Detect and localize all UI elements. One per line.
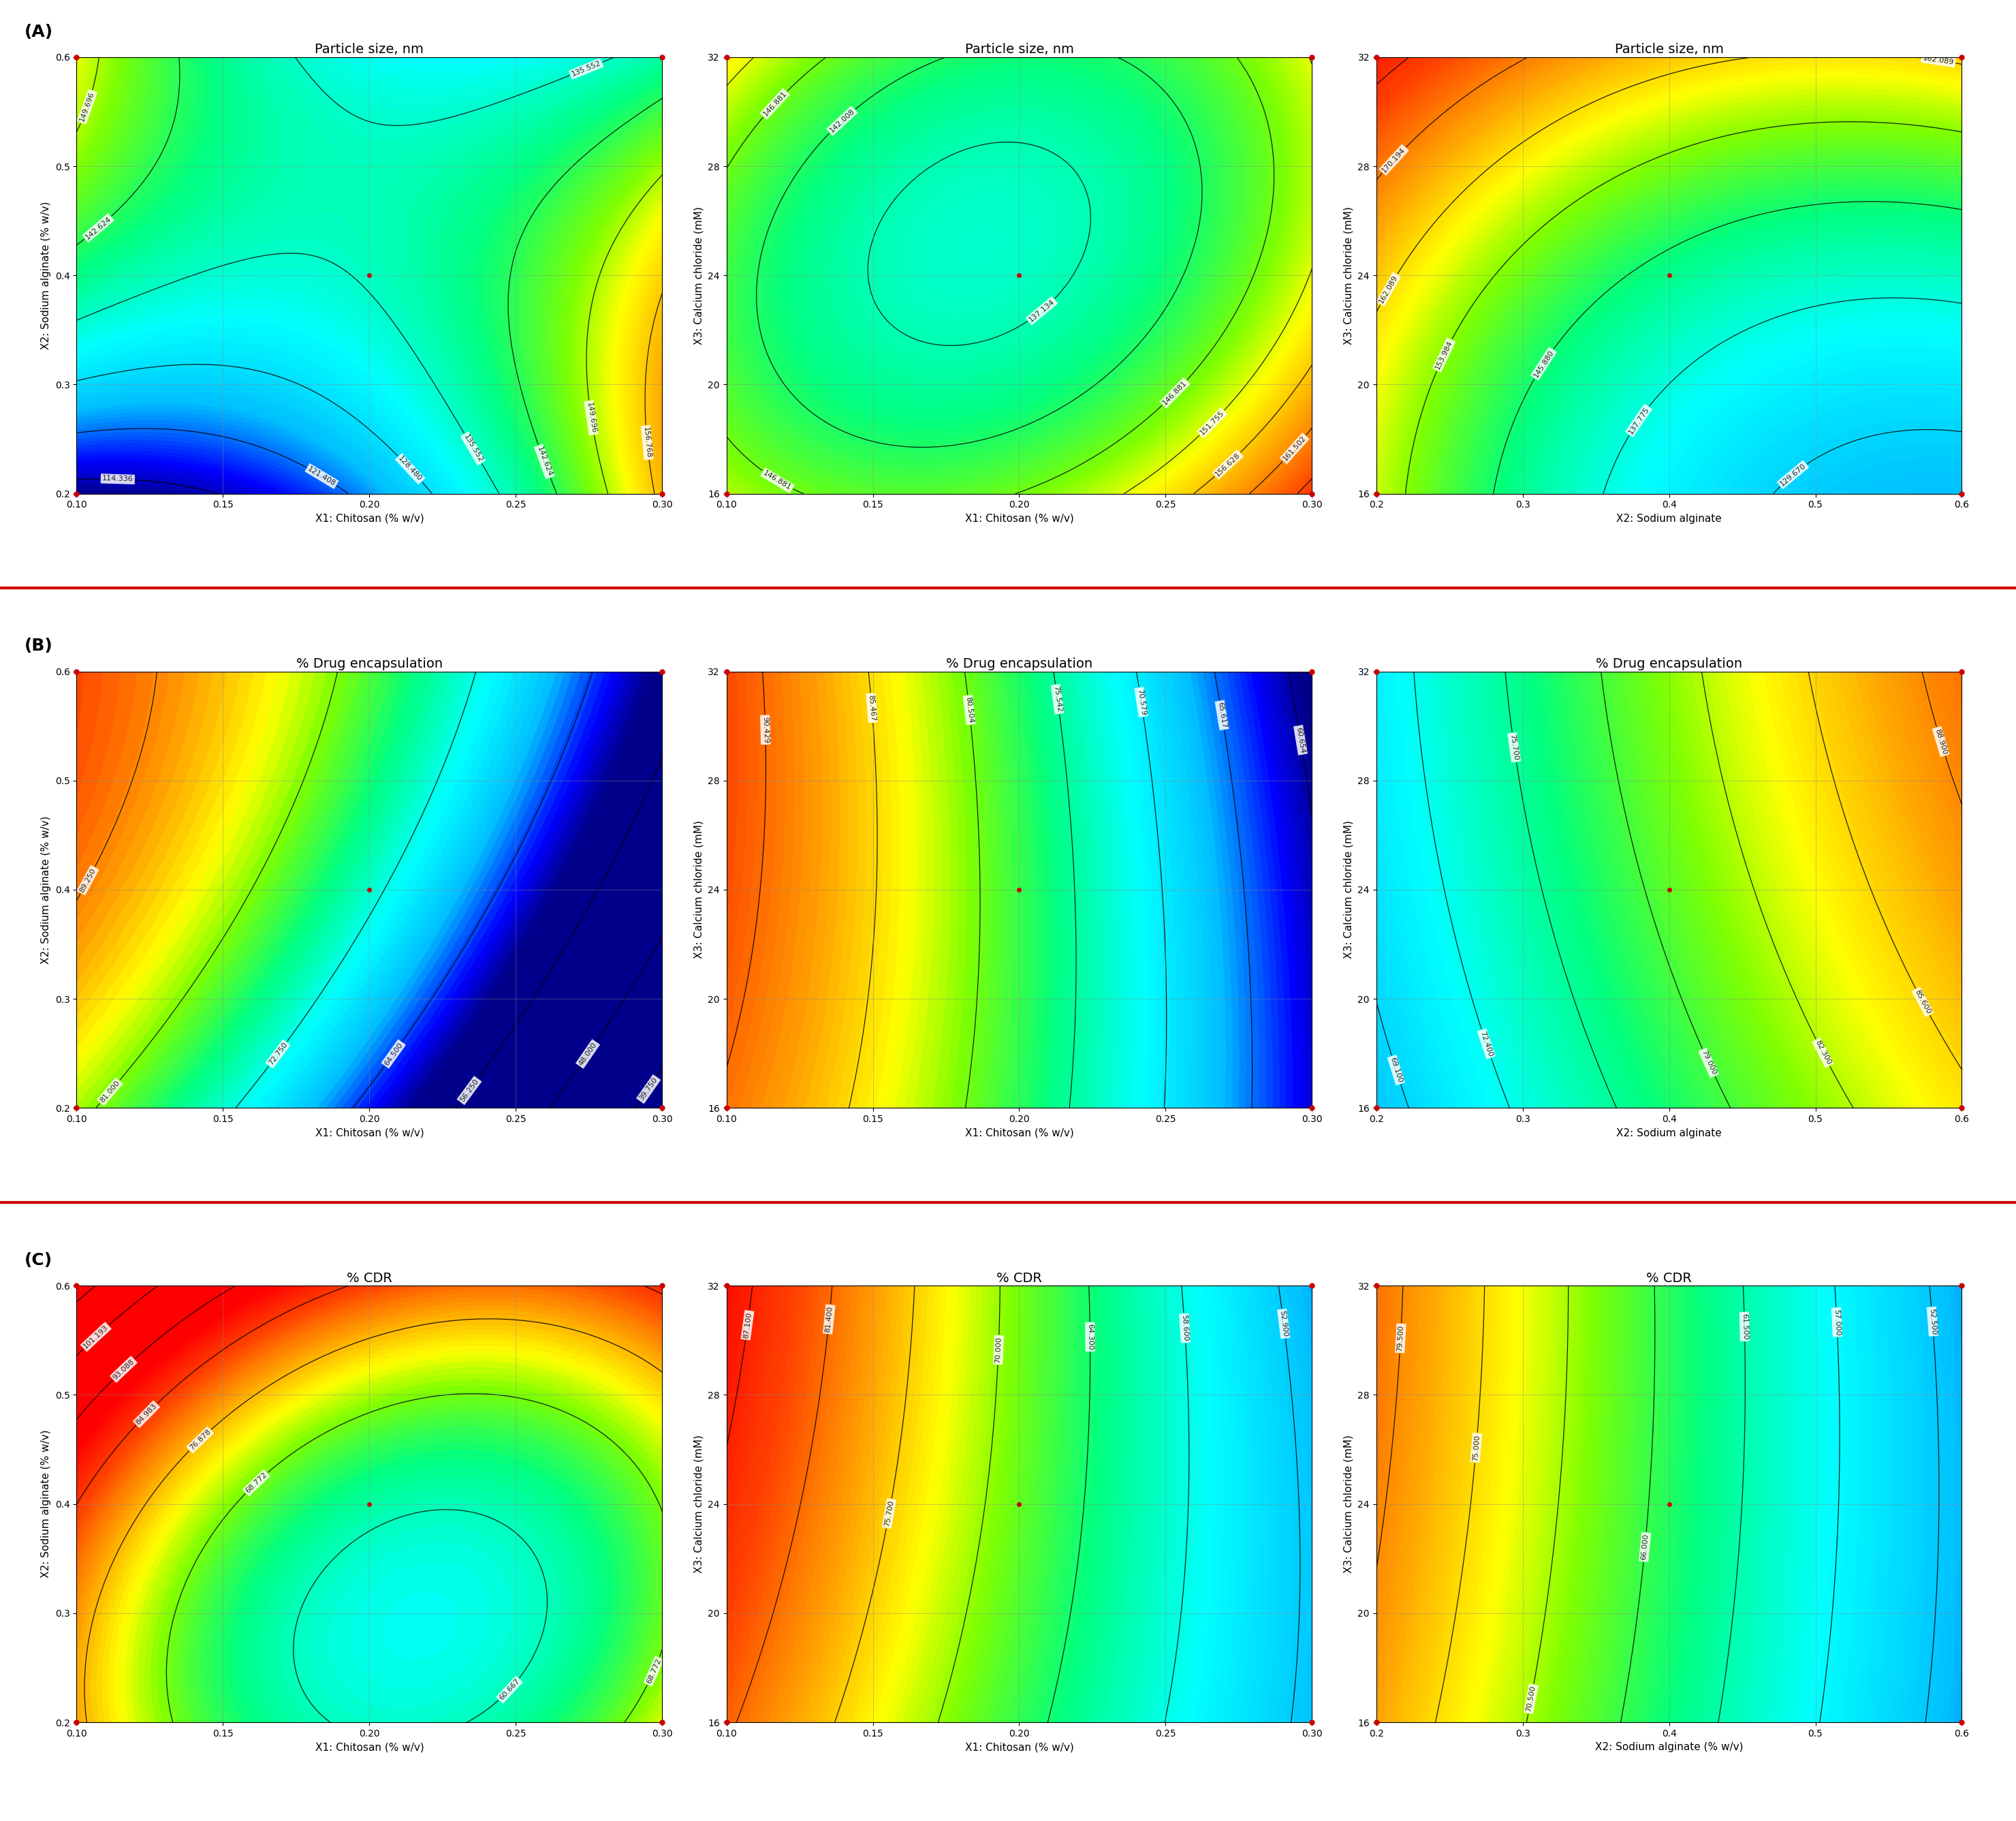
Title: Particle size, nm: Particle size, nm — [966, 44, 1075, 56]
Text: 142.624: 142.624 — [536, 446, 552, 477]
Text: 79.500: 79.500 — [1397, 1326, 1405, 1351]
Text: 81.400: 81.400 — [825, 1306, 835, 1333]
X-axis label: X2: Sodium alginate: X2: Sodium alginate — [1617, 514, 1722, 524]
Text: 70.579: 70.579 — [1135, 688, 1147, 716]
Text: (C): (C) — [24, 1253, 52, 1269]
Title: % CDR: % CDR — [347, 1271, 393, 1284]
Text: 79.000: 79.000 — [1699, 1049, 1718, 1076]
Text: 75.700: 75.700 — [1508, 734, 1520, 761]
X-axis label: X2: Sodium alginate (% w/v): X2: Sodium alginate (% w/v) — [1595, 1743, 1744, 1752]
Text: 58.600: 58.600 — [1181, 1315, 1189, 1342]
Text: (A): (A) — [24, 24, 52, 40]
Text: 121.408: 121.408 — [306, 464, 337, 488]
Text: 156.628: 156.628 — [1214, 452, 1242, 477]
Text: 57.000: 57.000 — [1833, 1309, 1841, 1335]
Text: (B): (B) — [24, 637, 52, 654]
Title: % Drug encapsulation: % Drug encapsulation — [1597, 657, 1742, 670]
Text: 156.768: 156.768 — [643, 426, 651, 459]
Text: 48.000: 48.000 — [577, 1042, 599, 1067]
Y-axis label: X3: Calcium chloride (mM): X3: Calcium chloride (mM) — [694, 206, 704, 344]
X-axis label: X1: Chitosan (% w/v): X1: Chitosan (% w/v) — [314, 1743, 423, 1752]
Text: 90.429: 90.429 — [762, 716, 768, 743]
Text: 70.500: 70.500 — [1526, 1684, 1536, 1712]
Text: 114.336: 114.336 — [103, 475, 133, 483]
Text: 146.881: 146.881 — [762, 470, 792, 492]
Text: 128.480: 128.480 — [397, 455, 423, 483]
X-axis label: X1: Chitosan (% w/v): X1: Chitosan (% w/v) — [966, 1127, 1075, 1138]
Text: 82.300: 82.300 — [1814, 1040, 1833, 1065]
X-axis label: X1: Chitosan (% w/v): X1: Chitosan (% w/v) — [314, 1127, 423, 1138]
Y-axis label: X2: Sodium alginate (% w/v): X2: Sodium alginate (% w/v) — [40, 1429, 50, 1579]
Text: 129.670: 129.670 — [1778, 463, 1806, 488]
Text: 146.881: 146.881 — [762, 89, 788, 118]
Text: 170.194: 170.194 — [1381, 146, 1407, 173]
X-axis label: X1: Chitosan (% w/v): X1: Chitosan (% w/v) — [314, 514, 423, 524]
Text: 151.755: 151.755 — [1200, 410, 1226, 437]
Title: Particle size, nm: Particle size, nm — [1615, 44, 1724, 56]
Text: 149.696: 149.696 — [79, 91, 95, 122]
Text: 137.134: 137.134 — [1028, 299, 1056, 324]
Title: % CDR: % CDR — [1647, 1271, 1691, 1284]
Text: 65.617: 65.617 — [1216, 701, 1228, 728]
Text: 137.775: 137.775 — [1627, 406, 1651, 435]
X-axis label: X2: Sodium alginate: X2: Sodium alginate — [1617, 1127, 1722, 1138]
Y-axis label: X3: Calcium chloride (mM): X3: Calcium chloride (mM) — [1343, 1435, 1355, 1573]
Text: 70.000: 70.000 — [994, 1337, 1002, 1364]
Text: 153.984: 153.984 — [1433, 339, 1454, 371]
X-axis label: X1: Chitosan (% w/v): X1: Chitosan (% w/v) — [966, 1743, 1075, 1752]
Text: 64.300: 64.300 — [1087, 1324, 1093, 1349]
Text: 85.467: 85.467 — [867, 694, 877, 721]
Text: 85.600: 85.600 — [1913, 989, 1931, 1014]
X-axis label: X1: Chitosan (% w/v): X1: Chitosan (% w/v) — [966, 514, 1075, 524]
Text: 64.500: 64.500 — [383, 1042, 403, 1067]
Text: 72.750: 72.750 — [268, 1042, 288, 1067]
Text: 52.500: 52.500 — [1927, 1307, 1937, 1335]
Text: 61.500: 61.500 — [1740, 1313, 1748, 1340]
Text: 80.504: 80.504 — [964, 696, 974, 723]
Y-axis label: X3: Calcium chloride (mM): X3: Calcium chloride (mM) — [1343, 206, 1355, 344]
Y-axis label: X3: Calcium chloride (mM): X3: Calcium chloride (mM) — [694, 821, 704, 960]
Text: 135.552: 135.552 — [462, 433, 484, 464]
Text: 60.667: 60.667 — [498, 1677, 520, 1701]
Text: 146.881: 146.881 — [1161, 379, 1187, 406]
Text: 75.542: 75.542 — [1052, 685, 1062, 712]
Text: 149.696: 149.696 — [585, 402, 597, 433]
Title: % Drug encapsulation: % Drug encapsulation — [296, 657, 444, 670]
Text: 56.250: 56.250 — [460, 1078, 480, 1104]
Text: 162.089: 162.089 — [1923, 55, 1954, 66]
Text: 76.878: 76.878 — [187, 1428, 212, 1451]
Text: 68.772: 68.772 — [244, 1471, 268, 1495]
Text: 69.100: 69.100 — [1389, 1056, 1403, 1083]
Text: 68.772: 68.772 — [645, 1657, 661, 1684]
Y-axis label: X2: Sodium alginate (% w/v): X2: Sodium alginate (% w/v) — [40, 816, 50, 963]
Text: 52.900: 52.900 — [1278, 1309, 1288, 1337]
Text: 39.750: 39.750 — [639, 1076, 659, 1102]
Y-axis label: X3: Calcium chloride (mM): X3: Calcium chloride (mM) — [694, 1435, 704, 1573]
Title: % Drug encapsulation: % Drug encapsulation — [946, 657, 1093, 670]
Text: 142.008: 142.008 — [829, 107, 857, 135]
Text: 66.000: 66.000 — [1641, 1533, 1649, 1561]
Text: 88.900: 88.900 — [1933, 728, 1947, 756]
Text: 135.552: 135.552 — [571, 60, 603, 78]
Text: 93.088: 93.088 — [111, 1358, 135, 1380]
Text: 84.983: 84.983 — [135, 1402, 157, 1426]
Y-axis label: X3: Calcium chloride (mM): X3: Calcium chloride (mM) — [1343, 821, 1355, 960]
Text: 75.700: 75.700 — [883, 1501, 895, 1528]
Text: 145.880: 145.880 — [1532, 350, 1554, 379]
Text: 101.193: 101.193 — [83, 1324, 109, 1349]
Text: 81.000: 81.000 — [99, 1080, 121, 1104]
Text: 162.089: 162.089 — [1377, 273, 1399, 304]
Title: % CDR: % CDR — [996, 1271, 1042, 1284]
Text: 89.250: 89.250 — [79, 867, 97, 894]
Text: 87.100: 87.100 — [742, 1311, 752, 1338]
Text: 75.000: 75.000 — [1472, 1435, 1480, 1460]
Text: 60.654: 60.654 — [1294, 727, 1306, 754]
Text: 161.502: 161.502 — [1282, 435, 1308, 463]
Y-axis label: X2: Sodium alginate (% w/v): X2: Sodium alginate (% w/v) — [40, 202, 50, 350]
Text: 72.400: 72.400 — [1480, 1031, 1494, 1058]
Title: Particle size, nm: Particle size, nm — [314, 44, 423, 56]
Text: 142.624: 142.624 — [85, 215, 113, 240]
